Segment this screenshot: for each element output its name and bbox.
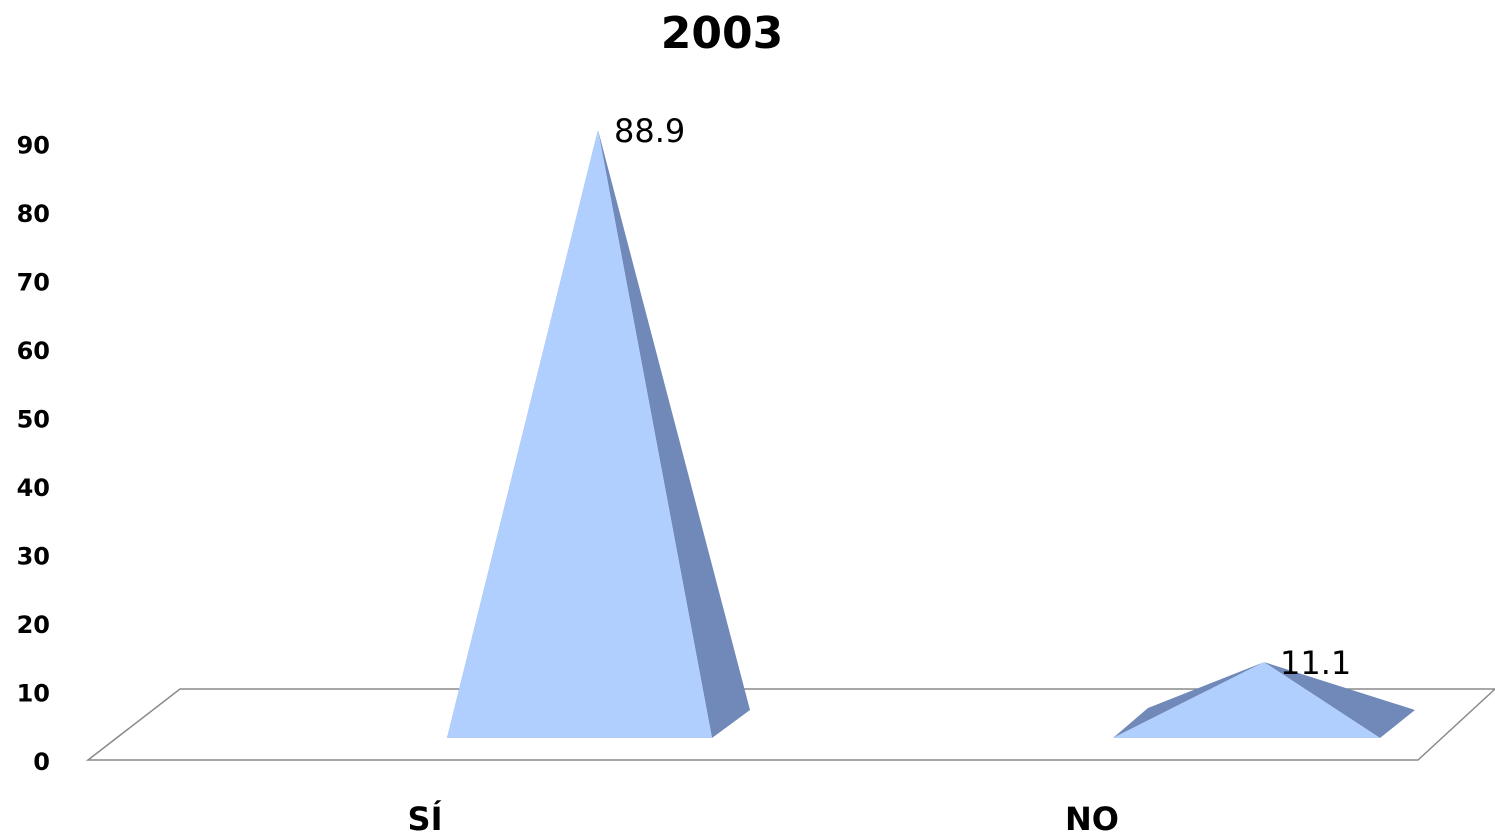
x-category-label: SÍ: [408, 800, 443, 834]
chart-title: 2003: [661, 8, 783, 59]
x-category-label: NO: [1065, 800, 1119, 834]
y-tick-label: 0: [33, 748, 50, 776]
y-tick-label: 50: [17, 406, 50, 434]
x-axis: SÍ NO: [408, 800, 1119, 834]
y-tick-label: 60: [17, 337, 50, 365]
y-axis: 0 10 20 30 40 50 60 70 80 90: [17, 132, 50, 777]
pyramid-front-face: [447, 129, 712, 738]
y-tick-label: 80: [17, 200, 50, 228]
y-tick-label: 70: [17, 269, 50, 297]
y-tick-label: 30: [17, 543, 50, 571]
bars: [447, 129, 1415, 738]
floor-plane: [85, 688, 1495, 761]
pyramid-front-face: [1113, 662, 1380, 738]
pyramid-bar: [447, 129, 750, 738]
pyramid-bar: [1113, 662, 1415, 738]
pyramid-side-face: [598, 129, 750, 738]
data-label: 11.1: [1280, 644, 1351, 682]
chart-floor: [85, 688, 1495, 761]
y-tick-label: 20: [17, 611, 50, 639]
pyramid-side-face: [1264, 662, 1415, 738]
y-tick-label: 10: [17, 680, 50, 708]
pyramid-back-face: [1113, 662, 1264, 738]
data-label: 88.9: [614, 112, 685, 150]
y-tick-label: 90: [17, 132, 50, 160]
y-tick-label: 40: [17, 474, 50, 502]
data-labels: 88.9 11.1: [614, 112, 1351, 682]
